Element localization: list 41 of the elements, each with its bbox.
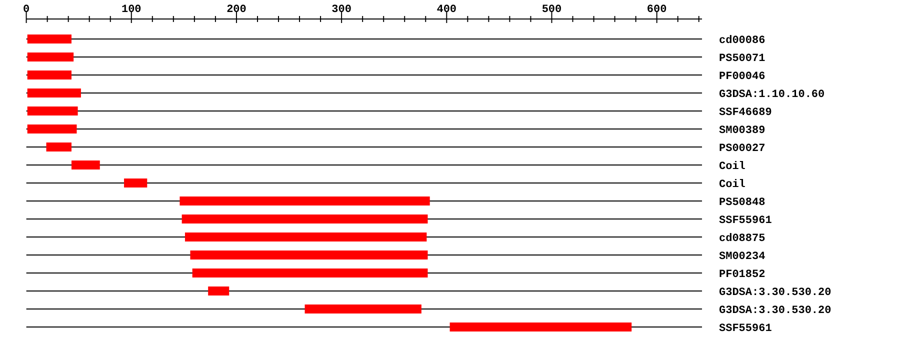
x-tick-label: 400	[436, 4, 457, 16]
y-tick-label: SM00389	[719, 125, 766, 137]
y-tick-label: PF01852	[719, 269, 766, 281]
bar	[71, 160, 100, 170]
y-tick-label: SM00234	[719, 251, 766, 263]
x-tick-label: 0	[22, 4, 30, 16]
bar	[27, 34, 72, 44]
x-tick-label: 200	[226, 4, 246, 16]
bar	[27, 106, 78, 116]
y-tick-label: PS50848	[719, 197, 766, 209]
bar	[208, 286, 230, 296]
y-tick-label: cd08875	[719, 233, 766, 245]
bar	[184, 232, 427, 242]
y-tick-label: SSF55961	[719, 215, 772, 227]
y-tick-label: PS50071	[719, 53, 766, 65]
y-tick-label: SSF46689	[719, 107, 772, 119]
bar	[180, 196, 430, 206]
y-tick-label: G3DSA:1.10.10.60	[719, 89, 825, 101]
bar	[27, 88, 81, 98]
bar	[190, 250, 428, 260]
y-tick-label: SSF55961	[719, 323, 772, 335]
x-tick-label: 600	[646, 4, 667, 16]
bar	[182, 214, 428, 224]
y-tick-label: Coil	[719, 161, 746, 173]
y-tick-label: cd00086	[719, 35, 766, 47]
y-tick-label: PS00027	[719, 143, 766, 155]
bar	[27, 52, 74, 62]
y-tick-label: G3DSA:3.30.530.20	[719, 305, 832, 317]
bar	[27, 124, 77, 134]
bar	[192, 268, 428, 278]
bar	[27, 70, 72, 80]
x-tick-label: 500	[542, 4, 562, 16]
bar	[304, 304, 422, 314]
bar	[450, 322, 632, 332]
x-tick-label: 100	[121, 4, 142, 16]
bar	[46, 142, 72, 152]
y-tick-label: G3DSA:3.30.530.20	[719, 287, 832, 299]
bar	[124, 178, 148, 188]
y-tick-label: PF00046	[719, 71, 766, 83]
y-tick-label: Coil	[719, 179, 746, 191]
x-tick-label: 300	[332, 4, 352, 16]
